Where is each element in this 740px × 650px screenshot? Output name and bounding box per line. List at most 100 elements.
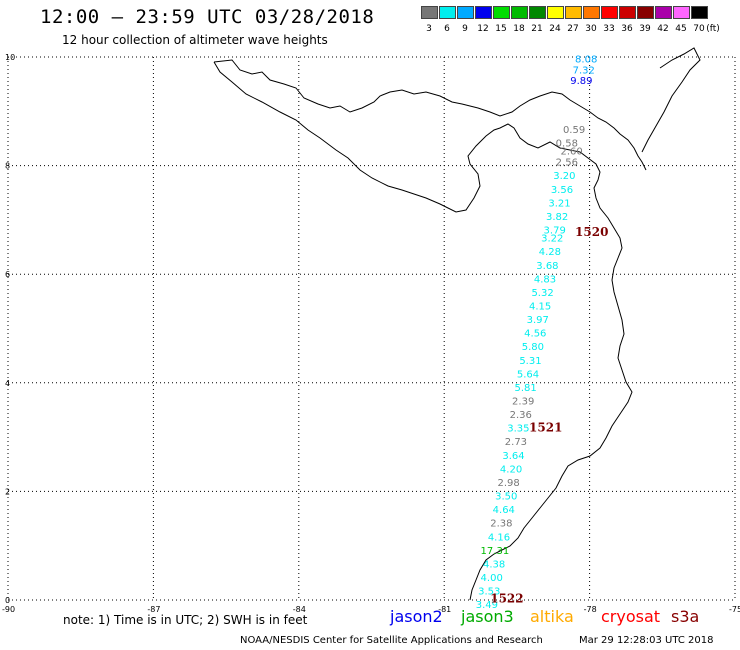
- legend-label: 33: [603, 24, 615, 34]
- axis-labels: -90 -87 -84 -81 -78 -75 0 2 4 6 8 10: [2, 53, 740, 614]
- wave-height-value: 4.15: [529, 301, 551, 312]
- wave-height-value: 3.68: [536, 261, 558, 272]
- wave-height-value: 3.35: [507, 424, 529, 435]
- lon-tick-label: -87: [147, 605, 160, 614]
- legend-swatch: [547, 6, 564, 19]
- satellite-name: jason2: [390, 607, 443, 626]
- wave-height-value: 4.56: [524, 329, 546, 340]
- legend-label: 39: [639, 24, 651, 34]
- legend-swatch: [673, 6, 690, 19]
- lon-tick-label: -78: [584, 605, 597, 614]
- wave-height-value: 2.36: [510, 410, 532, 421]
- legend-swatch: [475, 6, 492, 19]
- orbit-number: 1520: [575, 225, 608, 239]
- legend-swatch: [583, 6, 600, 19]
- lat-tick-label: 10: [5, 53, 15, 62]
- legend-swatch: [637, 6, 654, 19]
- coastline-north: [213, 59, 647, 171]
- wave-height-value: 3.50: [495, 492, 517, 503]
- wave-height-value: 5.31: [519, 356, 541, 367]
- satellite-name: s3a: [671, 607, 700, 626]
- wave-height-value: 2.98: [498, 478, 520, 489]
- legend-label: 21: [531, 24, 543, 34]
- lon-tick-label: -84: [293, 605, 306, 614]
- wave-height-value: 3.97: [527, 315, 549, 326]
- legend-label: 9: [462, 24, 468, 34]
- wave-height-value: 5.81: [514, 383, 536, 394]
- lat-tick-label: 4: [5, 379, 10, 388]
- wave-height-value: 3.20: [553, 171, 575, 182]
- legend-label: 12: [477, 24, 489, 34]
- wave-height-value: 4.20: [500, 464, 522, 475]
- timestamp: Mar 29 12:28:03 UTC 2018: [579, 635, 714, 646]
- wave-height-value: 4.64: [493, 505, 515, 516]
- wave-height-value: 9.89: [570, 76, 592, 87]
- wave-height-value: 2.73: [505, 437, 527, 448]
- lon-tick-label: -81: [438, 605, 451, 614]
- legend-swatch: [493, 6, 510, 19]
- map-subtitle: 12 hour collection of altimeter wave hei…: [62, 33, 328, 47]
- satellite-name: cryosat: [601, 607, 661, 626]
- legend-swatch: [439, 6, 456, 19]
- legend-label: 70: [693, 24, 705, 34]
- legend-unit: (ft): [706, 24, 720, 34]
- wave-height-value: 0.58: [556, 139, 578, 150]
- lat-tick-label: 8: [5, 162, 10, 171]
- wave-height-value: 7.32: [573, 65, 595, 76]
- legend-label: 45: [675, 24, 687, 34]
- wave-height-value: 5.80: [522, 342, 544, 353]
- lon-tick-label: -75: [729, 605, 740, 614]
- wave-height-value: 3.56: [551, 185, 573, 196]
- legend-swatch: [511, 6, 528, 19]
- lat-lon-grid: [7, 56, 736, 601]
- legend-swatch: [601, 6, 618, 19]
- wave-height-value: 2.38: [490, 519, 512, 530]
- satellite-name: jason3: [461, 607, 514, 626]
- legend-label: 30: [585, 24, 597, 34]
- legend-swatch: [691, 6, 708, 19]
- legend-swatch: [421, 6, 438, 19]
- lat-tick-label: 6: [5, 270, 10, 279]
- coastline-east: [641, 47, 701, 153]
- wave-height-value: 2.39: [512, 397, 534, 408]
- wave-observations: 8.087.329.89 0.59 0.582.602.56 3.20 3.56 3.21…: [476, 54, 598, 611]
- wave-height-value: 17.31: [481, 546, 510, 557]
- legend-label: 36: [621, 24, 633, 34]
- coastline-pacific: [213, 61, 633, 601]
- wave-height-value: 3.22: [541, 234, 563, 245]
- orbit-number: 1522: [490, 592, 523, 606]
- wave-height-value: 4.83: [534, 274, 556, 285]
- wave-height-value: 5.64: [517, 369, 539, 380]
- wave-height-value: 4.28: [539, 247, 561, 258]
- orbit-number: 1521: [529, 421, 562, 435]
- legend-swatch: [529, 6, 546, 19]
- wave-height-value: 4.00: [481, 573, 503, 584]
- wave-height-value: 8.08: [575, 54, 597, 65]
- lat-tick-label: 2: [5, 487, 10, 496]
- orbit-labels: 1520 1521 1522: [490, 225, 608, 606]
- wave-height-value: 3.49: [476, 600, 498, 611]
- wave-height-value: 2.60: [561, 147, 583, 158]
- legend-label: 15: [495, 24, 507, 34]
- legend-label: 42: [657, 24, 669, 34]
- footer-note: note: 1) Time is in UTC; 2) SWH is in fe…: [63, 613, 308, 627]
- coastline: [213, 47, 701, 601]
- wave-height-value: 3.64: [502, 451, 524, 462]
- legend-swatch: [655, 6, 672, 19]
- legend-label: 3: [426, 24, 432, 34]
- map-title: 12:00 – 23:59 UTC 03/28/2018: [40, 6, 375, 28]
- legend-label: 24: [549, 24, 561, 34]
- wave-height-value: 5.32: [531, 288, 553, 299]
- legend-label: 18: [513, 24, 525, 34]
- legend-swatch: [457, 6, 474, 19]
- wave-height-value: 4.16: [488, 532, 510, 543]
- legend-swatch: [565, 6, 582, 19]
- wave-height-value: 2.56: [556, 158, 578, 169]
- legend-swatch: [619, 6, 636, 19]
- credit-text: NOAA/NESDIS Center for Satellite Applica…: [240, 635, 543, 646]
- wave-height-value: 3.53: [478, 587, 500, 598]
- wave-height-value: 3.79: [544, 225, 566, 236]
- lon-tick-label: -90: [2, 605, 15, 614]
- wave-height-value: 3.82: [546, 212, 568, 223]
- satellite-name: altika: [530, 607, 574, 626]
